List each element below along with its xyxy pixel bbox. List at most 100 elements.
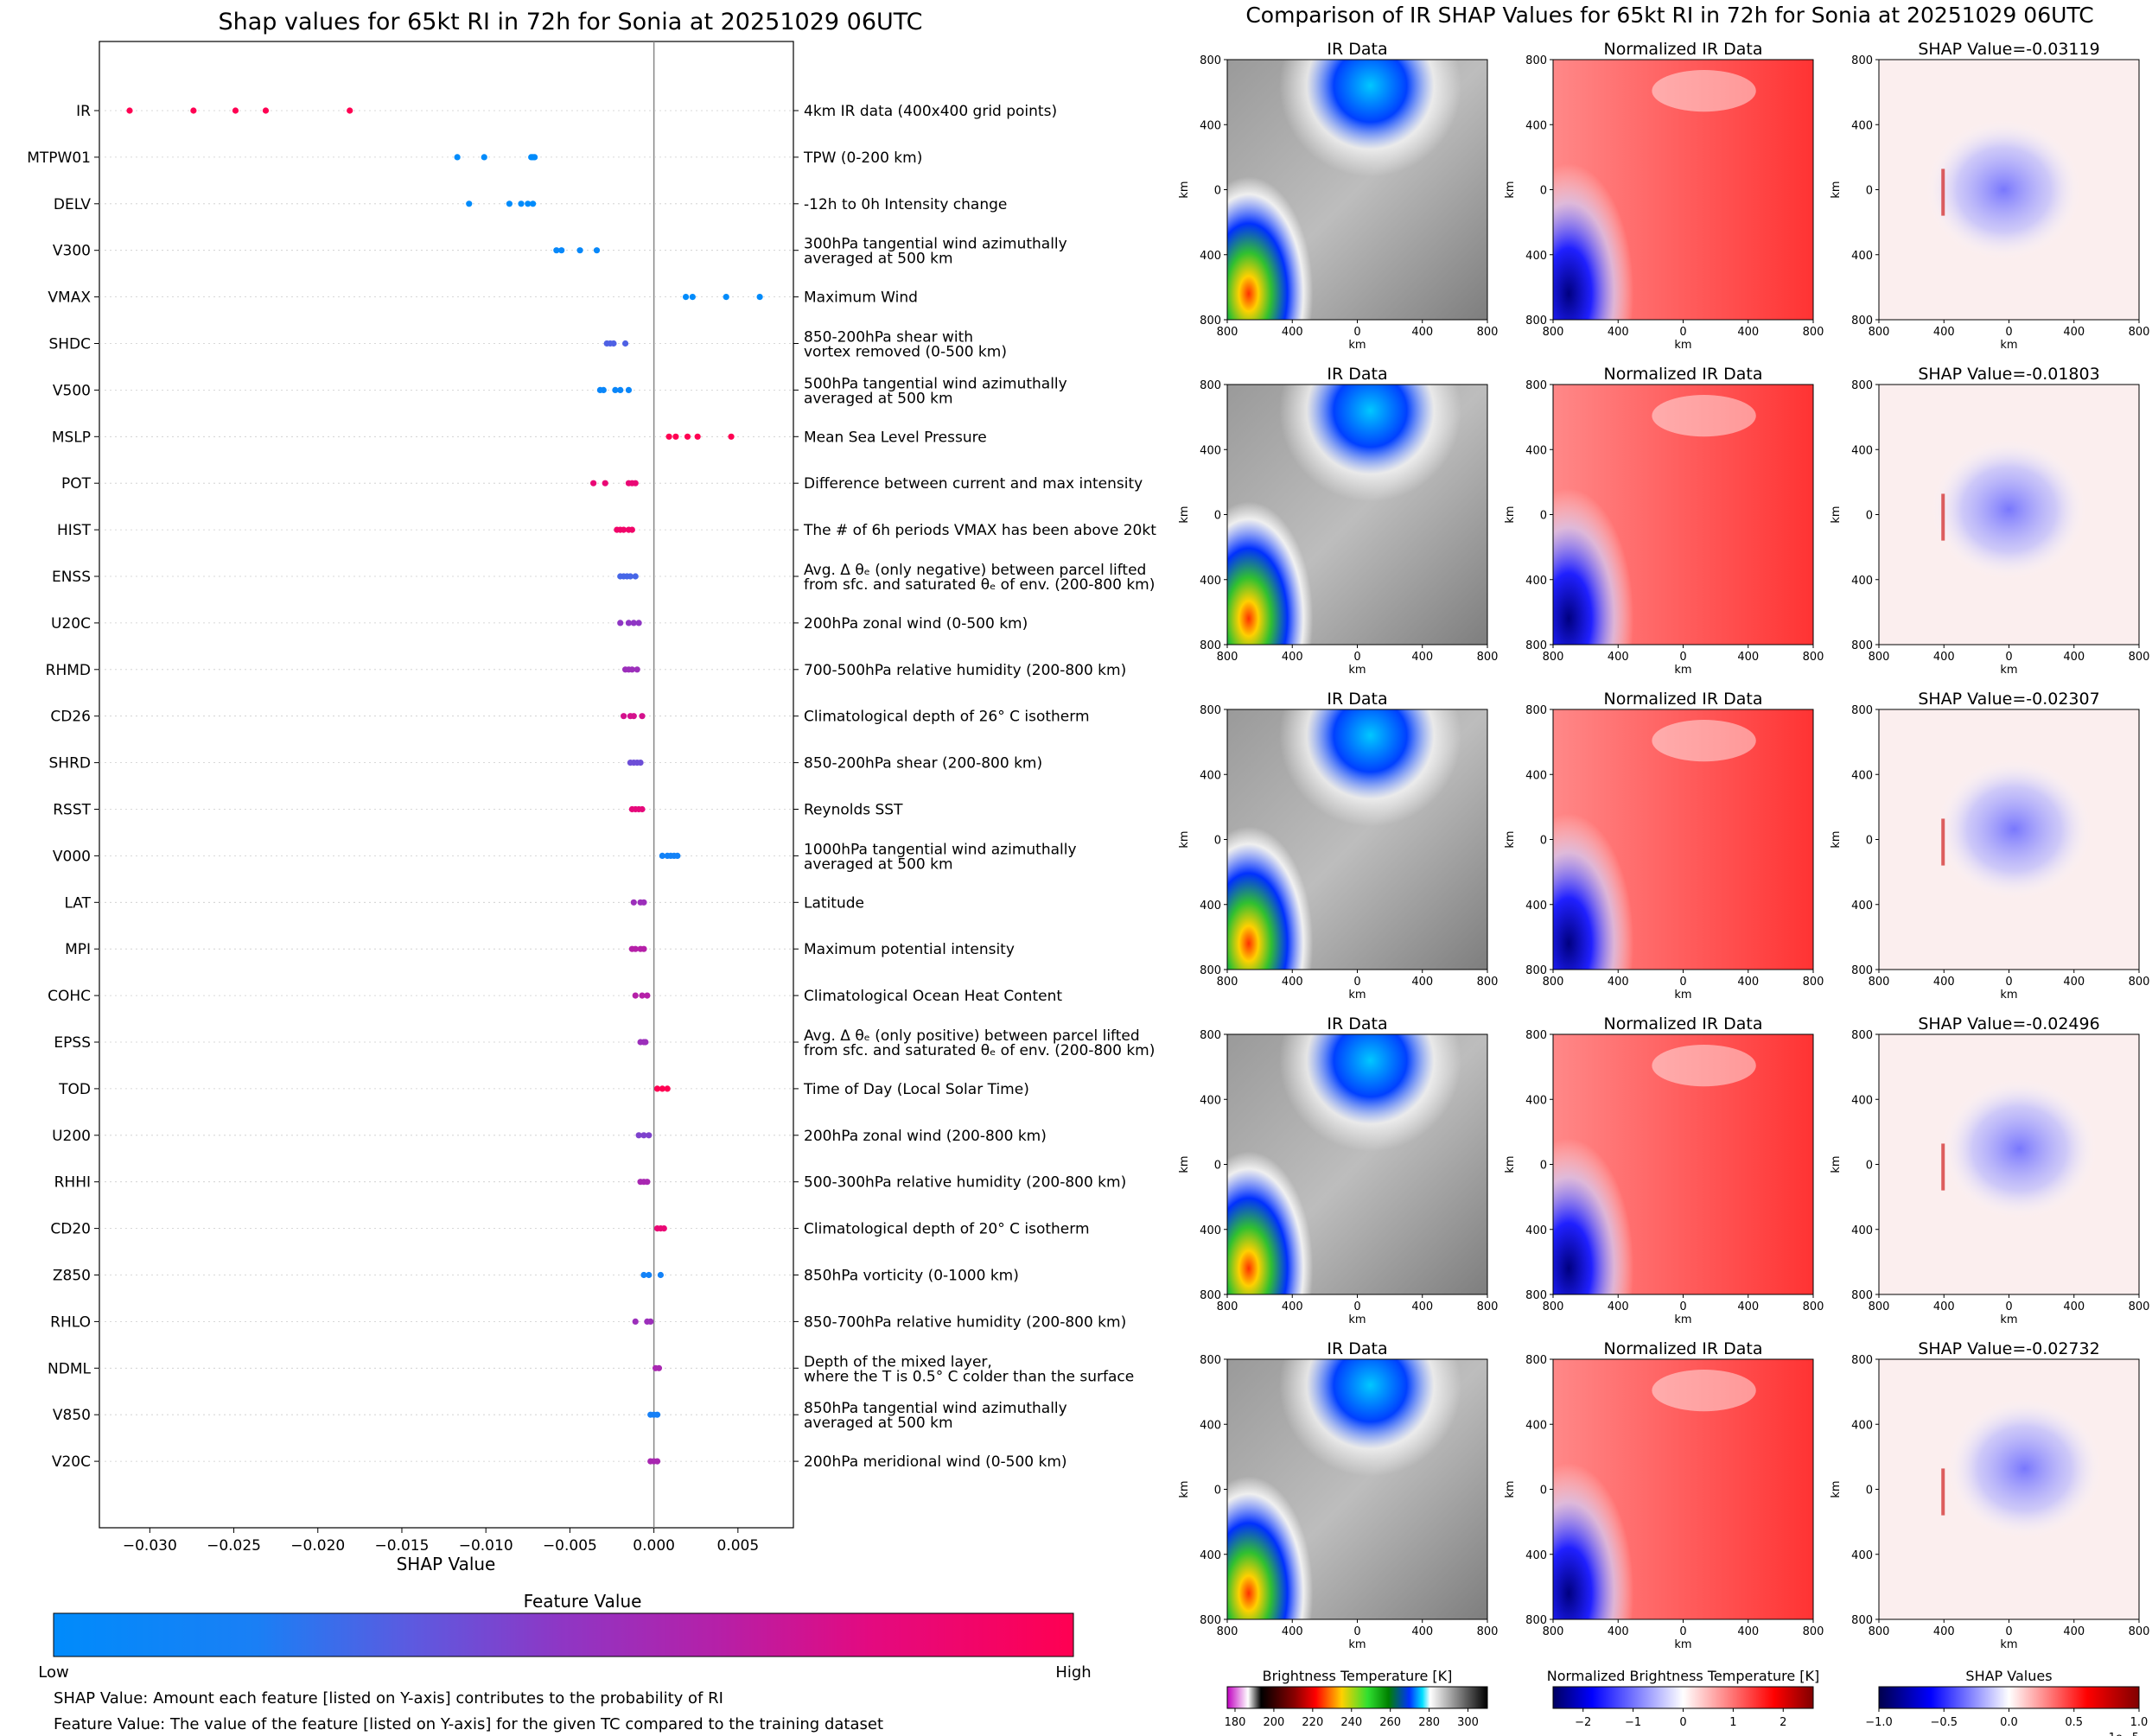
feature-description: Reynolds SST <box>804 802 903 819</box>
feature-label: CD26 <box>50 709 91 726</box>
x-tick-label: 800 <box>1477 976 1499 989</box>
x-tick-label: −0.020 <box>290 1537 345 1555</box>
x-tick-label: 800 <box>1543 326 1564 339</box>
x-tick-label: 800 <box>1543 976 1564 989</box>
x-axis-label: km <box>1348 989 1366 1002</box>
shap-point <box>347 107 353 114</box>
feature-description: 200hPa meridional wind (0-500 km) <box>804 1453 1067 1471</box>
shap-point <box>637 760 644 766</box>
subplot: Normalized IR Data8008004004000040040080… <box>1504 40 1824 352</box>
y-axis-label: km <box>1178 181 1191 198</box>
shap-point <box>625 620 633 626</box>
y-tick-label: 400 <box>1851 900 1873 913</box>
ir-convection <box>1227 60 1371 320</box>
feature-label: V000 <box>53 848 91 865</box>
x-tick-label: 800 <box>1803 1300 1824 1313</box>
x-tick-label: 800 <box>1869 1625 1890 1638</box>
x-tick-label: −0.005 <box>543 1537 597 1555</box>
subplot-title: Normalized IR Data <box>1604 365 1763 384</box>
y-axis-label: km <box>1830 1480 1843 1498</box>
x-tick-label: 400 <box>1608 326 1629 339</box>
y-tick-label: 400 <box>1200 1549 1221 1562</box>
shap-summary-plot: Shap values for 65kt RI in 72h for Sonia… <box>27 9 1156 1733</box>
x-tick-label: 400 <box>1282 1300 1303 1313</box>
x-tick-label: 400 <box>1608 1300 1629 1313</box>
y-tick-label: 800 <box>1525 54 1547 67</box>
feature-description: 850-200hPa shear with <box>804 329 973 347</box>
shap-point <box>190 107 197 114</box>
y-tick-label: 800 <box>1200 1354 1221 1367</box>
feature-label: POT <box>61 475 92 493</box>
x-axis-label: km <box>1674 664 1691 677</box>
colorbar-tick-label: 300 <box>1457 1716 1479 1729</box>
x-tick-label: 0 <box>1353 651 1360 664</box>
ir-convection <box>1227 1359 1371 1619</box>
y-tick-label: 800 <box>1200 379 1221 392</box>
y-tick-label: 400 <box>1525 1549 1547 1562</box>
subplot: SHAP Value=-0.02307800800400400004004008… <box>1830 690 2149 1002</box>
x-tick-label: 800 <box>2129 651 2150 664</box>
y-tick-label: 800 <box>1851 315 1873 327</box>
shap-point <box>630 899 637 906</box>
feature-description: Time of Day (Local Solar Time) <box>803 1081 1029 1098</box>
x-tick-label: 400 <box>1933 976 1955 989</box>
shap-negative-region <box>1941 1078 2098 1219</box>
y-axis-label: km <box>1178 506 1191 523</box>
x-tick-label: 800 <box>1803 976 1824 989</box>
shap-axes-frame <box>99 41 794 1529</box>
subplot-title: Normalized IR Data <box>1604 1339 1763 1358</box>
x-tick-label: 800 <box>1477 326 1499 339</box>
x-tick-label: −0.015 <box>375 1537 430 1555</box>
x-tick-label: 800 <box>2129 976 2150 989</box>
feature-label: CD20 <box>50 1221 91 1238</box>
y-tick-label: 800 <box>1851 1289 1873 1302</box>
y-tick-label: 800 <box>1200 315 1221 327</box>
feature-description: averaged at 500 km <box>804 251 953 268</box>
shap-point <box>728 433 735 440</box>
colorbar-tick-label: 1.0 <box>2130 1716 2149 1729</box>
x-tick-label: 400 <box>2063 1300 2085 1313</box>
feature-description: Maximum Wind <box>804 289 918 307</box>
y-tick-label: 0 <box>1540 835 1547 848</box>
x-axis-label: km <box>2000 664 2017 677</box>
shap-point <box>653 1411 661 1418</box>
x-axis-label: km <box>1674 339 1691 352</box>
x-tick-label: 400 <box>1411 651 1433 664</box>
x-tick-label: 400 <box>1282 1625 1303 1638</box>
y-axis-label: km <box>1830 1155 1843 1173</box>
feature-description: 850-200hPa shear (200-800 km) <box>804 755 1042 773</box>
normalized-cold-region <box>1553 60 1684 320</box>
colorbar-tick-label: 0.0 <box>2000 1716 2018 1729</box>
normalized-cloud <box>1652 1370 1756 1412</box>
shap-negative-region <box>1926 119 2082 260</box>
y-tick-label: 800 <box>1200 1289 1221 1302</box>
x-tick-label: 0.000 <box>633 1537 675 1555</box>
feature-description: from sfc. and saturated θₑ of env. (200-… <box>804 576 1155 594</box>
feature-label: Z850 <box>53 1268 91 1285</box>
shap-positive-streak <box>1941 1468 1945 1516</box>
shap-positive-streak <box>1941 493 1945 541</box>
x-tick-label: 400 <box>1282 651 1303 664</box>
colorbar-tick-label: 240 <box>1340 1716 1362 1729</box>
shap-positive-streak <box>1941 169 1945 216</box>
feature-description: 500-300hPa relative humidity (200-800 km… <box>804 1174 1126 1192</box>
shap-positive-streak <box>1941 1143 1945 1191</box>
y-axis-label: km <box>1504 1480 1517 1498</box>
ir-convection <box>1227 1034 1371 1294</box>
x-tick-label: 800 <box>1803 326 1824 339</box>
x-tick-label: 400 <box>1282 976 1303 989</box>
feature-label: NDML <box>48 1360 91 1377</box>
y-tick-label: 400 <box>1851 1549 1873 1562</box>
x-tick-label: 0 <box>1679 326 1686 339</box>
shap-point <box>612 386 619 393</box>
shap-point <box>647 1318 654 1325</box>
feature-description: 200hPa zonal wind (200-800 km) <box>804 1128 1047 1145</box>
x-tick-label: 400 <box>1608 976 1629 989</box>
y-tick-label: 800 <box>1200 639 1221 652</box>
y-tick-label: 800 <box>1200 54 1221 67</box>
y-tick-label: 800 <box>1851 1614 1873 1627</box>
y-tick-label: 0 <box>1540 1160 1547 1173</box>
y-tick-label: 0 <box>1540 1485 1547 1498</box>
colorbar-low-label: Low <box>38 1663 68 1682</box>
